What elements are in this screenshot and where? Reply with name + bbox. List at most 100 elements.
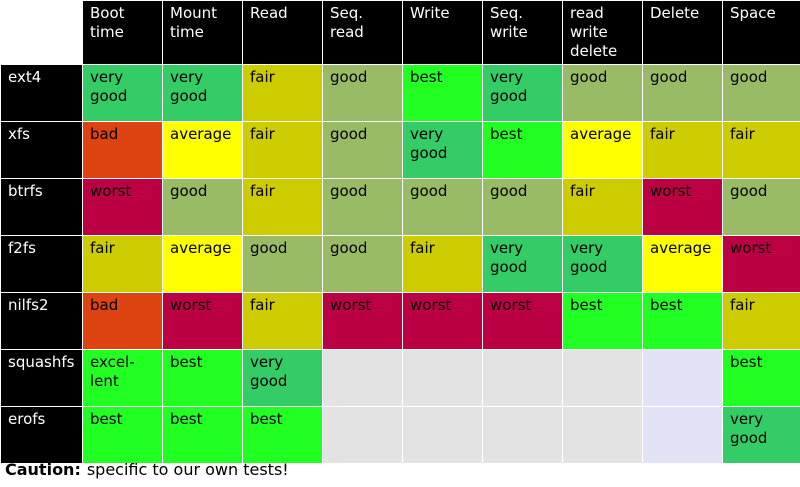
cell-text: good bbox=[90, 87, 128, 105]
column-header: Read bbox=[242, 0, 323, 65]
table-row: squashfs excel-lent best very good best bbox=[0, 349, 800, 407]
cell-text: best bbox=[650, 296, 683, 314]
row-header: ext4 bbox=[0, 64, 83, 122]
cell-text: very bbox=[490, 68, 524, 86]
rating-cell: best bbox=[482, 121, 563, 179]
cell-text: fair bbox=[650, 125, 675, 143]
cell-text: fair bbox=[250, 182, 275, 200]
cell-text: time bbox=[170, 23, 204, 41]
cell-text: very bbox=[570, 239, 604, 257]
rating-cell bbox=[322, 349, 403, 407]
cell-text: very bbox=[410, 125, 444, 143]
column-header: Space bbox=[722, 0, 800, 65]
row-header: btrfs bbox=[0, 178, 83, 236]
row-header: xfs bbox=[0, 121, 83, 179]
cell-text: very bbox=[250, 353, 284, 371]
rating-cell bbox=[562, 349, 643, 407]
cell-text: good bbox=[650, 68, 688, 86]
column-header: read write delete bbox=[562, 0, 643, 65]
table-row: btrfs worst good fair good good good fair worst g… bbox=[0, 178, 800, 236]
cell-text: best bbox=[90, 410, 123, 428]
cell-text: Space bbox=[730, 4, 776, 22]
table-row: xfs bad average fair good very good best average… bbox=[0, 121, 800, 179]
cell-text: read bbox=[330, 23, 364, 41]
cell-text: good bbox=[170, 182, 208, 200]
cell-text: Seq. bbox=[490, 4, 524, 22]
column-header: Write bbox=[402, 0, 483, 65]
cell-text: good bbox=[730, 182, 768, 200]
table-body: ext4 very good very good fair good best very good… bbox=[0, 64, 800, 464]
cell-text: good bbox=[730, 429, 768, 447]
header-row: Boot time Mount time Read Seq. read Write Seq. wr… bbox=[0, 0, 800, 65]
cell-text: best bbox=[170, 410, 203, 428]
rating-cell: worst bbox=[402, 292, 483, 350]
rating-cell: very good bbox=[562, 235, 643, 293]
rating-cell bbox=[482, 406, 563, 464]
rating-cell: best bbox=[642, 292, 723, 350]
cell-text: good bbox=[570, 68, 608, 86]
cell-text: worst bbox=[170, 296, 212, 314]
rating-cell: worst bbox=[162, 292, 243, 350]
cell-text: time bbox=[90, 23, 124, 41]
cell-text: Delete bbox=[650, 4, 700, 22]
cell-text: fair bbox=[730, 296, 755, 314]
cell-text: very bbox=[170, 68, 204, 86]
rating-cell: good bbox=[562, 64, 643, 122]
cell-text: worst bbox=[650, 182, 692, 200]
cell-text: good bbox=[330, 182, 368, 200]
cell-text: Write bbox=[410, 4, 450, 22]
rating-cell: bad bbox=[82, 292, 163, 350]
caution-note: Caution: specific to our own tests! bbox=[5, 460, 289, 479]
cell-text: delete bbox=[570, 42, 618, 60]
rating-cell: worst bbox=[322, 292, 403, 350]
rating-cell: fair bbox=[642, 121, 723, 179]
column-header: Seq. read bbox=[322, 0, 403, 65]
cell-text: good bbox=[490, 182, 528, 200]
rating-cell bbox=[402, 349, 483, 407]
rating-cell: average bbox=[562, 121, 643, 179]
cell-text: worst bbox=[410, 296, 452, 314]
rating-cell: best bbox=[562, 292, 643, 350]
rating-cell: good bbox=[722, 64, 800, 122]
cell-text: good bbox=[250, 372, 288, 390]
rating-cell: average bbox=[642, 235, 723, 293]
rating-cell: fair bbox=[242, 178, 323, 236]
cell-text: very bbox=[730, 410, 764, 428]
cell-text: bad bbox=[90, 125, 119, 143]
rating-cell bbox=[642, 406, 723, 464]
cell-text: fair bbox=[570, 182, 595, 200]
rating-cell bbox=[402, 406, 483, 464]
cell-text: good bbox=[410, 144, 448, 162]
cell-text: good bbox=[170, 87, 208, 105]
rating-cell: very good bbox=[162, 64, 243, 122]
table-row: nilfs2 bad worst fair worst worst worst best bes… bbox=[0, 292, 800, 350]
cell-text: good bbox=[490, 258, 528, 276]
cell-text: lent bbox=[90, 372, 119, 390]
cell-text: read bbox=[570, 4, 604, 22]
cell-text: fair bbox=[250, 296, 275, 314]
table-row: f2fs fair average good good fair very good very g… bbox=[0, 235, 800, 293]
rating-cell: worst bbox=[642, 178, 723, 236]
rating-cell: best bbox=[242, 406, 323, 464]
rating-cell: best bbox=[162, 406, 243, 464]
cell-text: fair bbox=[730, 125, 755, 143]
cell-text: average bbox=[650, 239, 712, 257]
row-header: squashfs bbox=[0, 349, 83, 407]
cell-text: good bbox=[250, 239, 288, 257]
cell-text: fair bbox=[90, 239, 115, 257]
rating-cell: good bbox=[722, 178, 800, 236]
rating-cell bbox=[562, 406, 643, 464]
rating-cell: good bbox=[642, 64, 723, 122]
row-header: f2fs bbox=[0, 235, 83, 293]
cell-text: good bbox=[730, 68, 768, 86]
cell-text: excel- bbox=[90, 353, 135, 371]
rating-cell: average bbox=[162, 121, 243, 179]
cell-text: very bbox=[90, 68, 124, 86]
rating-cell: fair bbox=[242, 121, 323, 179]
cell-text: best bbox=[570, 296, 603, 314]
rating-cell: good bbox=[322, 178, 403, 236]
cell-text: Read bbox=[250, 4, 288, 22]
cell-text: best bbox=[250, 410, 283, 428]
cell-text: best bbox=[490, 125, 523, 143]
cell-text: Seq. bbox=[330, 4, 364, 22]
